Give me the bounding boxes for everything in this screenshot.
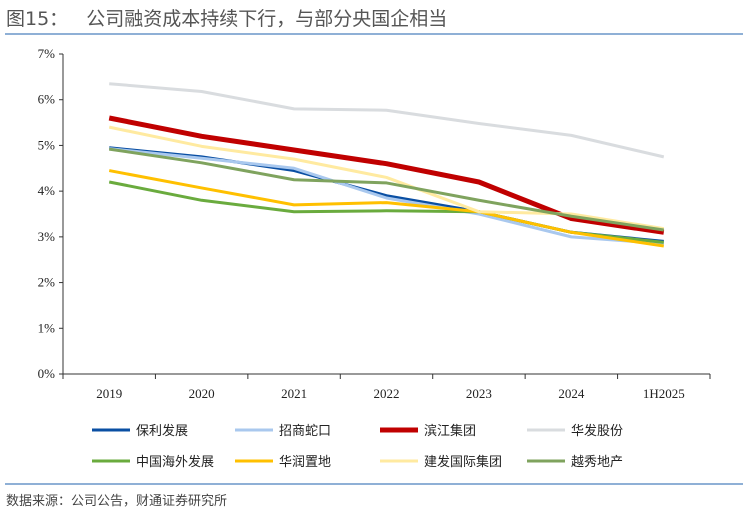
x-tick-label: 1H2025 — [643, 386, 685, 401]
x-tick-label: 2023 — [466, 386, 492, 401]
y-tick-label: 7% — [38, 46, 56, 61]
y-tick-label: 2% — [38, 275, 56, 290]
x-tick-label: 2022 — [374, 386, 400, 401]
x-tick-label: 2021 — [281, 386, 307, 401]
y-tick-label: 3% — [38, 229, 56, 244]
x-tick-label: 2024 — [558, 386, 585, 401]
y-tick-label: 4% — [38, 183, 56, 198]
figure-title: 图15： 公司融资成本持续下行，与部分央国企相当 — [6, 8, 448, 30]
legend-label: 滨江集团 — [424, 423, 476, 439]
top-divider — [5, 33, 743, 35]
legend-label: 招商蛇口 — [279, 424, 331, 439]
legend-label: 保利发展 — [136, 423, 188, 439]
legend-label: 中国海外发展 — [136, 454, 214, 470]
series-line-建发国际集团 — [108, 125, 665, 231]
y-tick-label: 5% — [38, 137, 56, 152]
y-tick-label: 0% — [38, 366, 56, 381]
line-chart: 0% 1% 2% 3% 4% 5% 6% 7% 2019 2020 2021 2022 2023 2024… — [38, 46, 711, 470]
legend-label: 华发股份 — [571, 423, 623, 439]
y-tick-label: 6% — [38, 92, 56, 107]
y-tick-label: 1% — [38, 320, 56, 335]
legend-label: 华润置地 — [279, 455, 331, 470]
x-tick-label: 2019 — [96, 386, 122, 401]
bottom-divider — [5, 483, 743, 485]
source-note: 数据来源：公司公告，财通证券研究所 — [6, 494, 228, 509]
legend-label: 越秀地产 — [571, 455, 623, 470]
legend-label: 建发国际集团 — [424, 454, 502, 470]
x-tick-label: 2020 — [189, 386, 215, 401]
